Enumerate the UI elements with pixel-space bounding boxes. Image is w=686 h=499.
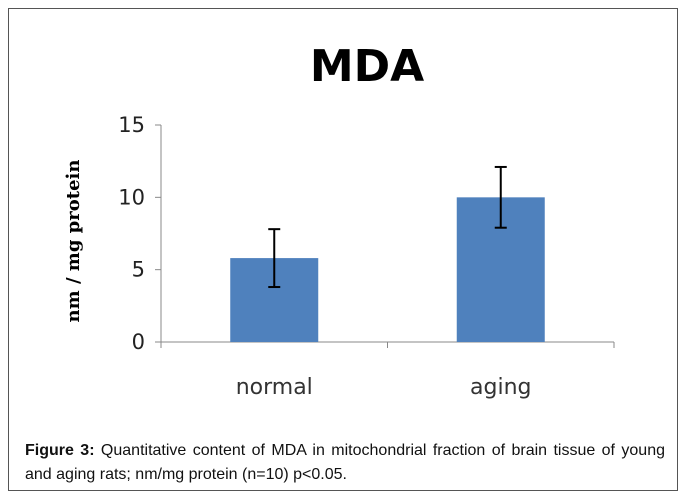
caption-text: Quantitative content of MDA in mitochond… <box>25 442 666 483</box>
y-tick-label: 15 <box>118 113 145 137</box>
chart-title: MDA <box>310 41 424 92</box>
y-tick-label: 5 <box>132 258 145 282</box>
y-axis-label: nm / mg protein <box>63 160 84 323</box>
x-category-label: aging <box>470 375 531 400</box>
bar-chart: MDA nm / mg protein 0 5 10 15 normal aging <box>63 41 615 400</box>
figure-caption: Figure 3: Quantitative content of MDA in… <box>25 439 665 487</box>
figure-frame: MDA nm / mg protein 0 5 10 15 normal aging Fi… <box>8 8 678 491</box>
y-tick-label: 10 <box>118 185 145 209</box>
x-category-label: normal <box>236 375 313 400</box>
y-tick-label: 0 <box>132 330 145 354</box>
plot-area: 0 5 10 15 normal aging <box>118 113 615 400</box>
caption-label: Figure 3: <box>25 442 95 459</box>
